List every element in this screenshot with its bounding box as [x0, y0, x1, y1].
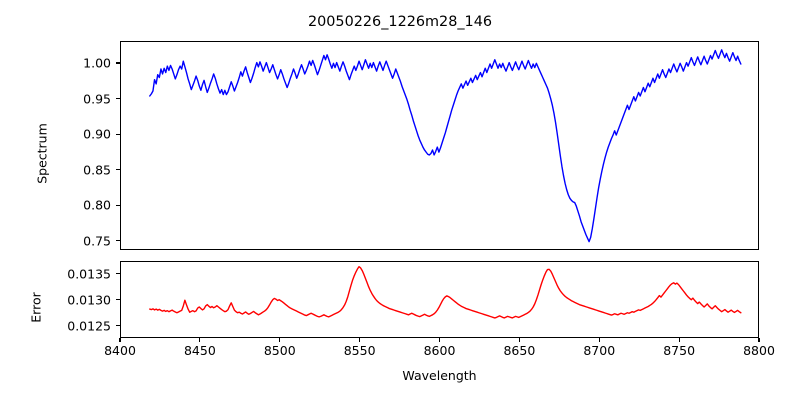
x-tick-label: 8700	[583, 343, 616, 358]
spectrum-y-tick-label: 0.80	[83, 197, 111, 213]
spectrum-series	[149, 49, 742, 243]
x-tickmark	[758, 338, 760, 342]
x-tick-label: 8650	[503, 343, 536, 358]
page-title: 20050226_1226m28_146	[307, 14, 493, 30]
x-tick-label: 8550	[343, 343, 376, 358]
spectrum-y-tick-label: 0.90	[83, 126, 111, 142]
spectrum-y-tick-label: 1.00	[83, 55, 111, 71]
x-axis-label: Wavelength	[402, 368, 477, 383]
x-tick-label: 8500	[263, 343, 296, 358]
spectrum-y-axis-label: Spectrum	[34, 122, 50, 184]
x-tick-label: 8800	[743, 343, 775, 358]
x-tickmark	[119, 338, 121, 342]
error-series	[149, 265, 742, 319]
x-tickmark	[359, 338, 361, 342]
spectrum-y-tick-label: 0.75	[83, 233, 111, 249]
spectrum-axes	[120, 41, 759, 250]
error-y-tick-label: 0.0125	[67, 318, 111, 334]
x-tick-label: 8750	[663, 343, 696, 358]
x-tick-label: 8450	[183, 343, 216, 358]
spectrum-y-tickmark	[116, 133, 120, 135]
spectrum-y-tickmark	[116, 204, 120, 206]
x-tick-label: 8600	[423, 343, 456, 358]
spectrum-y-tickmark	[116, 62, 120, 64]
spectrum-y-tickmark	[116, 97, 120, 100]
x-tickmark	[438, 338, 441, 342]
x-tickmark	[279, 338, 281, 342]
error-axes	[120, 261, 759, 338]
x-tickmark	[199, 338, 201, 342]
x-tick-label: 8400	[104, 343, 136, 358]
spectrum-y-tickmark	[116, 169, 120, 171]
error-y-tickmark	[116, 325, 120, 327]
spectrum-y-tick-label: 0.95	[83, 91, 111, 107]
error-y-tick-label: 0.0135	[67, 266, 111, 282]
error-line-plot	[149, 265, 742, 319]
error-y-tick-label: 0.0130	[67, 292, 111, 308]
spectrum-line-plot	[149, 49, 742, 243]
spectrum-y-tickmark	[116, 240, 120, 242]
x-tickmark	[598, 338, 600, 342]
error-y-tickmark	[116, 299, 120, 301]
error-y-tickmark	[116, 273, 120, 275]
spectrum-y-tick-label: 0.85	[83, 162, 111, 178]
x-tickmark	[518, 338, 520, 342]
x-tickmark	[678, 338, 680, 342]
